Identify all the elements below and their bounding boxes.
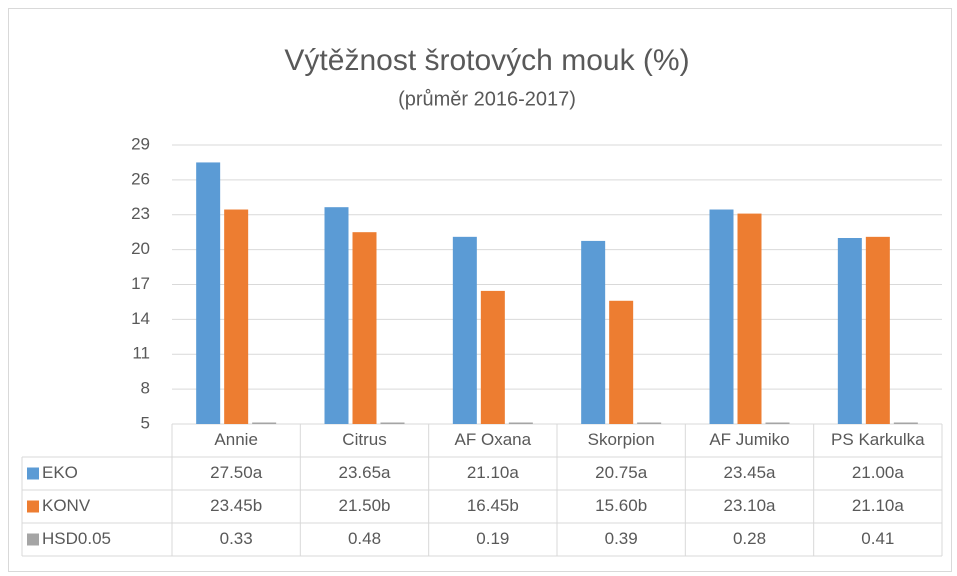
bar [352,232,377,424]
bar [581,240,606,424]
table-cell: 0.28 [733,529,766,548]
table-cell: 0.48 [348,529,381,548]
bar [765,422,790,424]
bar [609,300,634,424]
x-tick-label: Skorpion [588,430,655,449]
y-tick-label: 17 [131,274,150,293]
bar [508,422,533,424]
bar [893,422,918,424]
table-cell: 21.10a [852,496,905,515]
y-tick-label: 20 [131,239,150,258]
y-tick-label: 26 [131,169,150,188]
x-tick-label: PS Karkulka [831,430,925,449]
table-cell: 0.33 [220,529,253,548]
table-cell: 21.50b [339,496,391,515]
y-tick-label: 8 [141,379,150,398]
bar [737,213,762,424]
chart-title: Výtěžnost šrotových mouk (%) [284,44,689,77]
legend-label: HSD0.05 [42,529,111,548]
bar [837,238,862,424]
x-tick-label: AF Jumiko [709,430,789,449]
bar [224,209,249,424]
y-tick-label: 11 [132,344,150,363]
legend-swatch [27,533,39,546]
bar [252,422,277,424]
legend-swatch [27,467,39,480]
chart-border [8,8,952,572]
table-cell: 27.50a [210,463,263,482]
chart-subtitle: (průměr 2016-2017) [398,88,576,110]
x-tick-label: Annie [214,430,257,449]
legend-label: KONV [42,496,91,515]
legend-label: EKO [42,463,78,482]
table-cell: 23.45a [724,463,777,482]
table-cell: 23.65a [339,463,392,482]
bar [637,422,662,424]
bar [196,162,221,424]
legend-swatch [27,500,39,513]
x-tick-label: Citrus [342,430,386,449]
table-cell: 23.45b [210,496,262,515]
table-cell: 16.45b [467,496,519,515]
bar [324,207,349,424]
bar [865,236,890,424]
bar [709,209,734,424]
y-tick-label: 29 [131,134,150,153]
table-cell: 15.60b [595,496,647,515]
table-cell: 0.39 [605,529,638,548]
table-cell: 21.00a [852,463,905,482]
bar [380,422,405,424]
table-cell: 21.10a [467,463,520,482]
y-tick-label: 14 [131,309,150,328]
y-tick-label: 5 [141,413,150,432]
table-cell: 20.75a [595,463,648,482]
y-tick-label: 23 [131,204,150,223]
x-tick-label: AF Oxana [455,430,532,449]
table-cell: 23.10a [724,496,777,515]
table-cell: 0.41 [861,529,894,548]
table-cell: 0.19 [476,529,509,548]
bar [452,236,477,424]
bar [480,290,505,424]
